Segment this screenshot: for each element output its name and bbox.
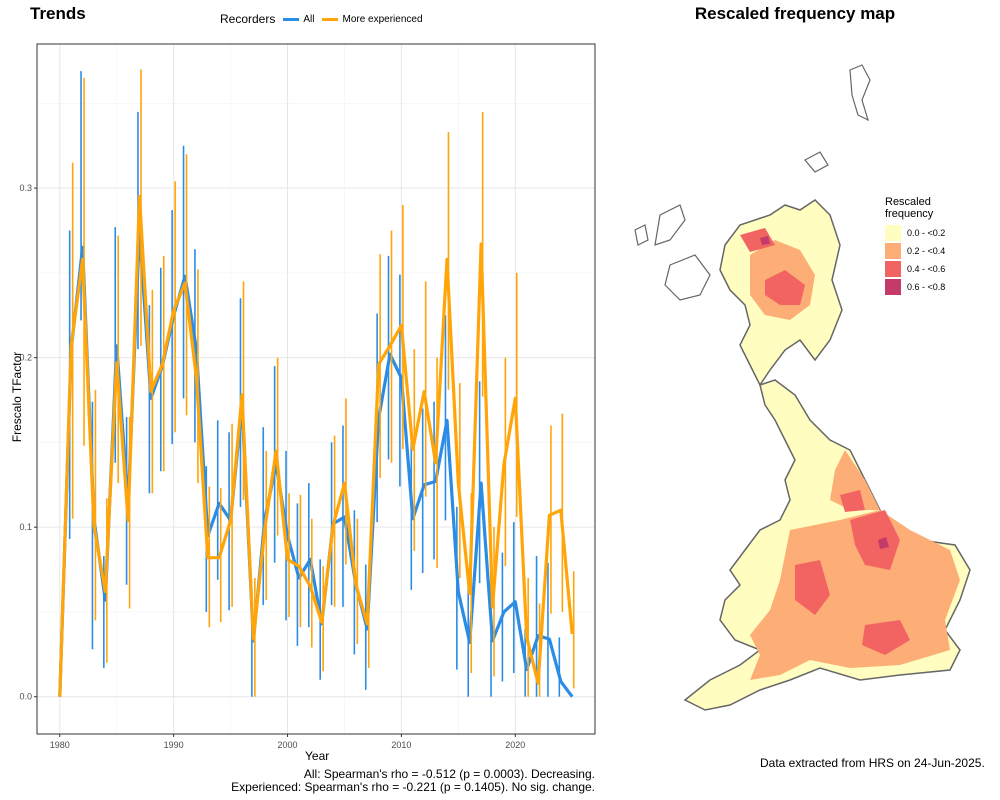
zone-red-midlands [850, 510, 900, 570]
map-legend-row: 0.6 - <0.8 [885, 278, 945, 296]
x-tick-label: 1990 [164, 740, 184, 750]
map-legend: Rescaled frequency 0.0 - <0.2 0.2 - <0.4… [885, 196, 945, 296]
shetland-outline [849, 64, 871, 122]
x-tick-label: 2010 [391, 740, 411, 750]
west-coast-islands [664, 254, 711, 301]
map-legend-swatch [885, 225, 901, 241]
y-tick-label: 0.3 [19, 183, 32, 193]
hebrides-outline [634, 204, 686, 246]
zone-purple-highlands [760, 236, 770, 245]
x-tick-label: 1980 [50, 740, 70, 750]
frequency-map [634, 64, 971, 711]
map-legend-swatch [885, 279, 901, 295]
map-legend-title: Rescaled frequency [885, 196, 934, 220]
legend-label-all: All [303, 13, 315, 25]
map-legend-swatch [885, 261, 901, 277]
data-note: Data extracted from HRS on 24-Jun-2025. [760, 756, 985, 770]
map-legend-label: 0.6 - <0.8 [907, 282, 946, 292]
y-tick-label: 0.1 [19, 522, 32, 532]
legend-title: Recorders [220, 12, 276, 26]
map-shading [740, 228, 960, 680]
y-tick-label: 0.0 [19, 692, 32, 702]
legend-item-experienced: More experienced [322, 13, 423, 25]
y-axis-label: Frescalo TFactor [10, 351, 25, 443]
stat-experienced: Experienced: Spearman's rho = -0.221 (p … [231, 780, 595, 794]
x-axis-label: Year [305, 749, 330, 763]
zone-purple-midlands [878, 537, 889, 549]
trends-title: Trends [30, 4, 86, 23]
plot-border [36, 43, 596, 735]
map-islands [634, 64, 871, 301]
legend-swatch-all [283, 17, 300, 21]
zone-red-north [840, 490, 865, 512]
zone-red-south [862, 620, 910, 655]
map-legend-row: 0.0 - <0.2 [885, 224, 945, 242]
trends-chart: 1980 1990 2000 2010 2020 0.0 0.1 0.2 0.3 [19, 43, 596, 750]
map-legend-swatch [885, 243, 901, 259]
legend-label-experienced: More experienced [342, 13, 423, 25]
map-legend-label: 0.2 - <0.4 [907, 246, 946, 256]
legend-swatch-experienced [322, 17, 339, 21]
y-tick-label: 0.2 [19, 353, 32, 363]
zone-red-wales [795, 560, 830, 615]
stat-all: All: Spearman's rho = -0.512 (p = 0.0003… [303, 767, 595, 781]
map-legend-row: 0.2 - <0.4 [885, 242, 945, 260]
orkney-outline [804, 151, 829, 173]
zone-red-north-coast [740, 228, 775, 252]
map-title: Rescaled frequency map [0, 4, 1000, 24]
series-line [58, 195, 574, 697]
map-legend-row: 0.4 - <0.6 [885, 260, 945, 278]
map-title-text: Rescaled frequency map [694, 4, 896, 23]
zone-red-highlands [765, 270, 805, 305]
x-tick-label: 2020 [505, 740, 525, 750]
legend-item-all: All [283, 14, 314, 25]
map-legend-label: 0.4 - <0.6 [907, 264, 946, 274]
x-tick-label: 2000 [278, 740, 298, 750]
map-legend-label: 0.0 - <0.2 [907, 228, 946, 238]
chart-legend: Recorders All More experienced [220, 12, 423, 26]
